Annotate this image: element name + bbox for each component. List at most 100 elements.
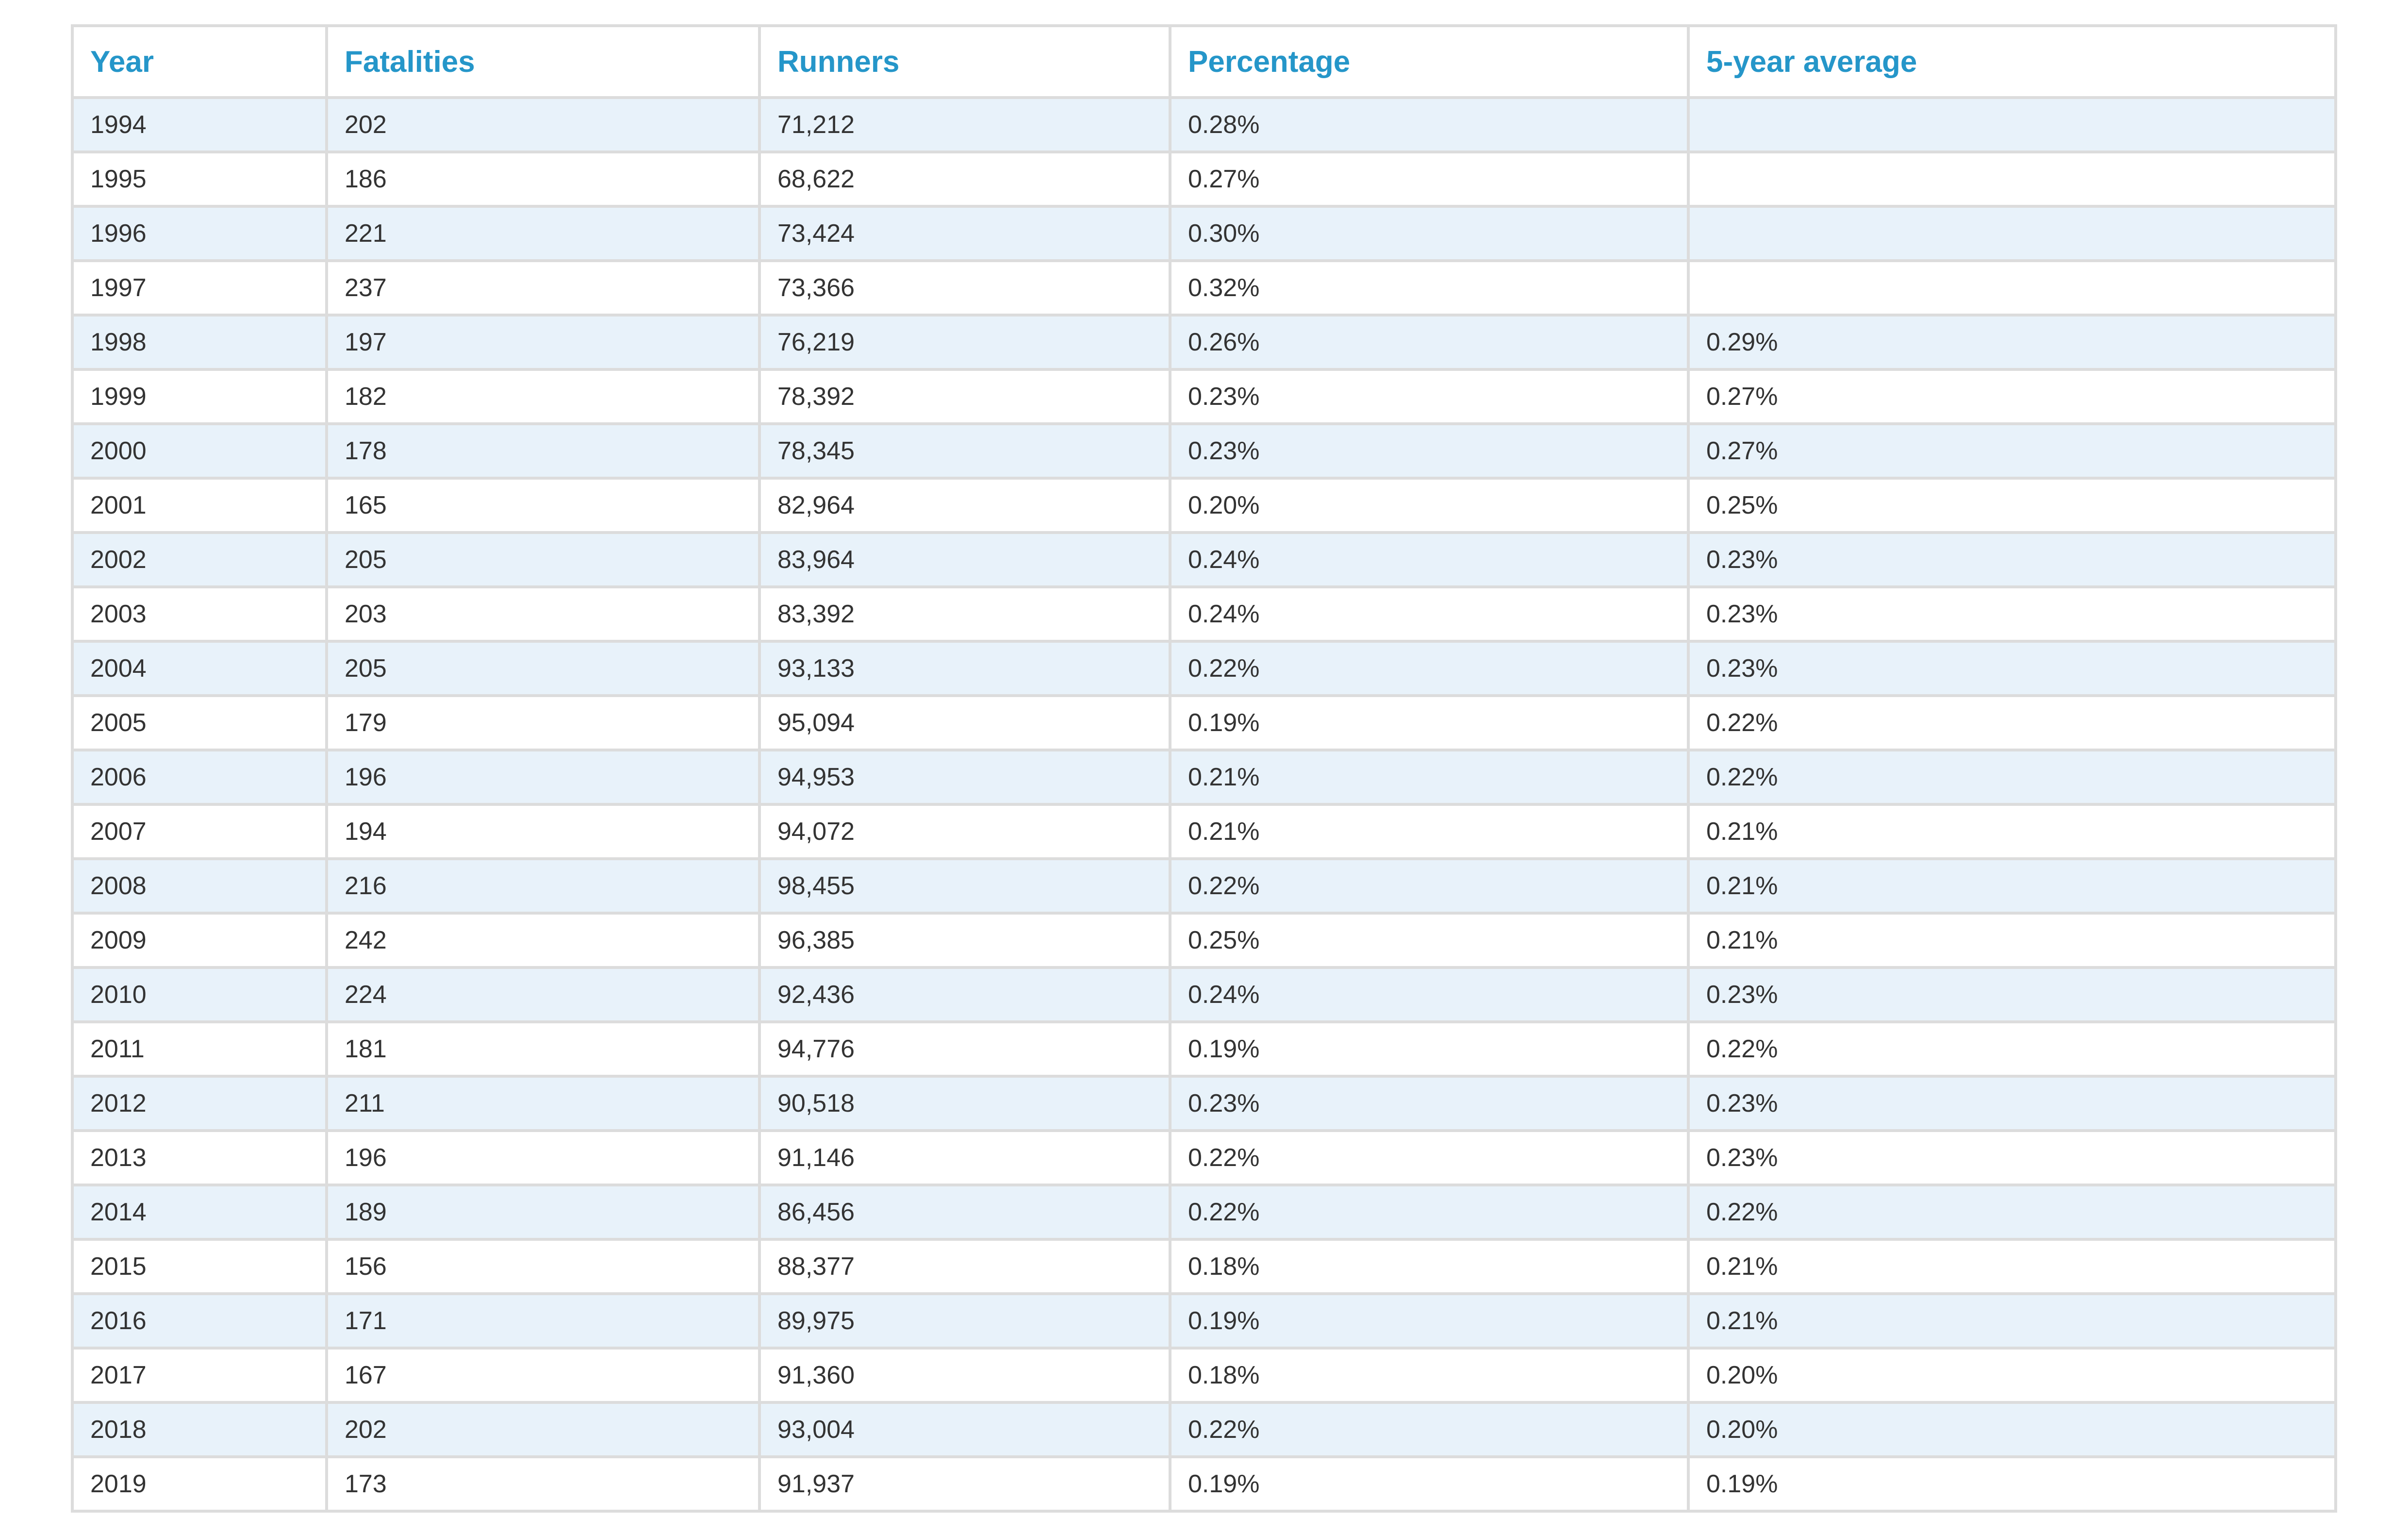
five-year-average-cell: 0.22%: [1687, 1184, 2337, 1241]
runners-cell: 96,385: [758, 912, 1171, 969]
year-cell: 2000: [71, 422, 328, 480]
five-year-average-cell: 0.20%: [1687, 1347, 2337, 1404]
table-body: 1994 202 71,212 0.28% 1995 186 68,622 0.27% 1996…: [71, 96, 2337, 1513]
percentage-cell: 0.22%: [1169, 1129, 1690, 1186]
table-row: 2016 171 89,975 0.19% 0.21%: [71, 1292, 2337, 1350]
runners-cell: 86,456: [758, 1184, 1171, 1241]
table-row: 1998 197 76,219 0.26% 0.29%: [71, 314, 2337, 371]
percentage-cell: 0.18%: [1169, 1238, 1690, 1295]
runners-cell: 78,392: [758, 368, 1171, 425]
fatalities-cell: 178: [325, 422, 761, 480]
year-cell: 2019: [71, 1455, 328, 1513]
fatalities-cell: 197: [325, 314, 761, 371]
runners-cell: 90,518: [758, 1075, 1171, 1132]
fatalities-cell: 171: [325, 1292, 761, 1350]
five-year-average-cell: 0.21%: [1687, 1238, 2337, 1295]
fatalities-cell: 242: [325, 912, 761, 969]
five-year-average-cell: [1687, 150, 2337, 208]
percentage-cell: 0.28%: [1169, 96, 1690, 153]
runners-cell: 88,377: [758, 1238, 1171, 1295]
percentage-cell: 0.23%: [1169, 368, 1690, 425]
year-cell: 2004: [71, 640, 328, 697]
table-row: 2000 178 78,345 0.23% 0.27%: [71, 422, 2337, 480]
fatalities-cell: 179: [325, 694, 761, 751]
column-header-runners: Runners: [758, 24, 1171, 99]
percentage-cell: 0.30%: [1169, 205, 1690, 262]
year-cell: 2007: [71, 803, 328, 860]
fatalities-cell: 216: [325, 857, 761, 915]
year-cell: 1996: [71, 205, 328, 262]
five-year-average-cell: 0.20%: [1687, 1401, 2337, 1458]
five-year-average-cell: 0.23%: [1687, 1075, 2337, 1132]
year-cell: 2015: [71, 1238, 328, 1295]
fatalities-cell: 186: [325, 150, 761, 208]
year-cell: 2003: [71, 585, 328, 643]
percentage-cell: 0.19%: [1169, 1455, 1690, 1513]
year-cell: 2006: [71, 749, 328, 806]
percentage-cell: 0.21%: [1169, 803, 1690, 860]
five-year-average-cell: 0.29%: [1687, 314, 2337, 371]
percentage-cell: 0.23%: [1169, 422, 1690, 480]
five-year-average-cell: 0.27%: [1687, 368, 2337, 425]
fatalities-cell: 205: [325, 640, 761, 697]
column-header-5-year-average: 5-year average: [1687, 24, 2337, 99]
five-year-average-cell: 0.27%: [1687, 422, 2337, 480]
table-row: 2009 242 96,385 0.25% 0.21%: [71, 912, 2337, 969]
percentage-cell: 0.19%: [1169, 1020, 1690, 1078]
five-year-average-cell: 0.25%: [1687, 477, 2337, 534]
five-year-average-cell: 0.22%: [1687, 1020, 2337, 1078]
five-year-average-cell: 0.22%: [1687, 749, 2337, 806]
percentage-cell: 0.22%: [1169, 1401, 1690, 1458]
five-year-average-cell: 0.23%: [1687, 1129, 2337, 1186]
year-cell: 2014: [71, 1184, 328, 1241]
percentage-cell: 0.24%: [1169, 585, 1690, 643]
table-row: 2010 224 92,436 0.24% 0.23%: [71, 966, 2337, 1023]
fatalities-cell: 173: [325, 1455, 761, 1513]
table-row: 2008 216 98,455 0.22% 0.21%: [71, 857, 2337, 915]
runners-cell: 94,953: [758, 749, 1171, 806]
fatalities-cell: 167: [325, 1347, 761, 1404]
year-cell: 2009: [71, 912, 328, 969]
runners-cell: 95,094: [758, 694, 1171, 751]
runners-cell: 93,004: [758, 1401, 1171, 1458]
percentage-cell: 0.27%: [1169, 150, 1690, 208]
table-row: 2001 165 82,964 0.20% 0.25%: [71, 477, 2337, 534]
table-row: 2011 181 94,776 0.19% 0.22%: [71, 1020, 2337, 1078]
runners-cell: 78,345: [758, 422, 1171, 480]
year-cell: 1994: [71, 96, 328, 153]
fatalities-cell: 221: [325, 205, 761, 262]
year-cell: 2008: [71, 857, 328, 915]
column-header-year: Year: [71, 24, 328, 99]
table-row: 2015 156 88,377 0.18% 0.21%: [71, 1238, 2337, 1295]
year-cell: 2013: [71, 1129, 328, 1186]
year-cell: 2005: [71, 694, 328, 751]
runners-cell: 73,366: [758, 259, 1171, 317]
year-cell: 2012: [71, 1075, 328, 1132]
runners-cell: 76,219: [758, 314, 1171, 371]
year-cell: 2016: [71, 1292, 328, 1350]
table-row: 2017 167 91,360 0.18% 0.20%: [71, 1347, 2337, 1404]
fatalities-cell: 181: [325, 1020, 761, 1078]
percentage-cell: 0.19%: [1169, 694, 1690, 751]
five-year-average-cell: 0.21%: [1687, 857, 2337, 915]
percentage-cell: 0.24%: [1169, 966, 1690, 1023]
fatalities-cell: 156: [325, 1238, 761, 1295]
year-cell: 1999: [71, 368, 328, 425]
five-year-average-cell: 0.22%: [1687, 694, 2337, 751]
table-row: 2002 205 83,964 0.24% 0.23%: [71, 531, 2337, 588]
table-row: 2003 203 83,392 0.24% 0.23%: [71, 585, 2337, 643]
fatalities-cell: 165: [325, 477, 761, 534]
five-year-average-cell: [1687, 259, 2337, 317]
percentage-cell: 0.21%: [1169, 749, 1690, 806]
fatalities-cell: 196: [325, 1129, 761, 1186]
runners-cell: 91,937: [758, 1455, 1171, 1513]
runners-cell: 82,964: [758, 477, 1171, 534]
fatalities-cell: 202: [325, 96, 761, 153]
table-row: 1997 237 73,366 0.32%: [71, 259, 2337, 317]
table-header: Year Fatalities Runners Percentage 5-yea…: [71, 24, 2337, 99]
runners-cell: 71,212: [758, 96, 1171, 153]
year-cell: 2011: [71, 1020, 328, 1078]
year-cell: 2017: [71, 1347, 328, 1404]
five-year-average-cell: 0.23%: [1687, 585, 2337, 643]
runners-cell: 93,133: [758, 640, 1171, 697]
